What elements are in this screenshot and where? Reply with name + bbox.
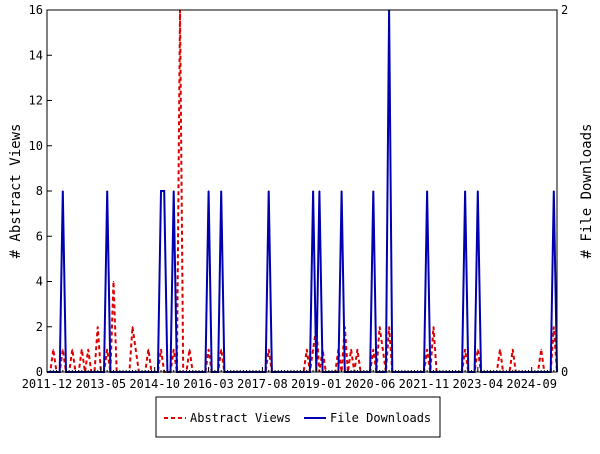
data-point-abstract-views xyxy=(97,326,99,328)
data-point-file-downloads xyxy=(426,190,428,192)
y-tick-label: 4 xyxy=(36,275,43,289)
y-tick-label: 0 xyxy=(36,365,43,379)
data-point-abstract-views xyxy=(220,348,222,350)
x-tick-label: 2011-12 xyxy=(22,377,73,391)
data-point-abstract-views xyxy=(52,348,54,350)
y2-axis-label: # File Downloads xyxy=(579,124,595,259)
data-point-abstract-views xyxy=(379,326,381,328)
data-point-file-downloads xyxy=(312,190,314,192)
data-point-abstract-views xyxy=(71,348,73,350)
data-point-abstract-views xyxy=(135,348,137,350)
x-tick-label: 2020-06 xyxy=(345,377,396,391)
x-tick-label: 2023-04 xyxy=(453,377,504,391)
data-point-abstract-views xyxy=(268,348,270,350)
data-point-abstract-views xyxy=(426,348,428,350)
data-point-file-downloads xyxy=(163,190,165,192)
data-point-file-downloads xyxy=(464,190,466,192)
data-point-abstract-views xyxy=(388,326,390,328)
x-tick-label: 2016-03 xyxy=(183,377,234,391)
x-tick-label: 2013-05 xyxy=(76,377,127,391)
y2-tick-label: 2 xyxy=(561,3,568,17)
y-tick-label: 2 xyxy=(36,320,43,334)
data-point-abstract-views xyxy=(356,348,359,350)
data-point-abstract-views xyxy=(188,348,191,350)
data-point-file-downloads xyxy=(62,190,64,192)
data-point-file-downloads xyxy=(318,190,321,192)
data-point-abstract-views xyxy=(160,348,162,350)
y-tick-label: 16 xyxy=(29,3,43,17)
data-point-abstract-views xyxy=(350,348,352,350)
data-point-abstract-views xyxy=(147,348,149,350)
data-point-abstract-views xyxy=(306,348,308,350)
data-point-abstract-views xyxy=(62,348,64,350)
y-tick-label: 10 xyxy=(29,139,43,153)
data-point-abstract-views xyxy=(382,348,384,350)
data-point-abstract-views xyxy=(312,348,314,350)
data-point-abstract-views xyxy=(106,348,108,350)
data-point-abstract-views xyxy=(207,348,210,350)
data-point-file-downloads xyxy=(160,190,162,192)
legend-label-abstract-views: Abstract Views xyxy=(190,411,291,425)
x-tick-label: 2024-09 xyxy=(506,377,557,391)
data-point-abstract-views xyxy=(477,348,479,350)
data-point-file-downloads xyxy=(553,190,555,192)
data-point-file-downloads xyxy=(268,190,270,192)
data-point-file-downloads xyxy=(477,190,479,192)
data-point-abstract-views xyxy=(464,348,466,350)
y-tick-label: 14 xyxy=(29,48,43,62)
data-point-file-downloads xyxy=(340,190,343,192)
data-point-file-downloads xyxy=(372,190,374,192)
data-point-abstract-views xyxy=(512,348,514,350)
data-point-abstract-views xyxy=(81,348,83,350)
legend-box xyxy=(155,396,441,438)
data-point-file-downloads xyxy=(220,190,222,192)
data-point-abstract-views xyxy=(87,348,89,350)
legend: Abstract Views File Downloads xyxy=(155,396,441,438)
x-tick-label: 2019-01 xyxy=(291,377,342,391)
data-point-file-downloads xyxy=(106,190,108,192)
data-point-abstract-views xyxy=(131,326,134,328)
data-point-abstract-views xyxy=(173,348,175,350)
y2-tick-label: 0 xyxy=(561,365,568,379)
data-point-file-downloads xyxy=(173,190,175,192)
x-tick-label: 2014-10 xyxy=(129,377,180,391)
x-tick-label: 2017-08 xyxy=(237,377,288,391)
x-tick-label: 2021-11 xyxy=(399,377,450,391)
data-point-abstract-views xyxy=(553,326,555,328)
data-point-abstract-views xyxy=(499,348,501,350)
legend-label-file-downloads: File Downloads xyxy=(330,411,431,425)
data-point-abstract-views xyxy=(432,326,435,328)
y-axis-label: # Abstract Views xyxy=(8,124,24,259)
y-tick-label: 8 xyxy=(36,184,43,198)
y-tick-label: 6 xyxy=(36,229,43,243)
data-point-abstract-views xyxy=(540,348,542,350)
data-point-abstract-views xyxy=(372,348,374,350)
data-point-file-downloads xyxy=(207,190,210,192)
data-point-abstract-views xyxy=(112,280,115,283)
series-line-file-downloads xyxy=(47,9,558,373)
y-tick-label: 12 xyxy=(29,94,43,108)
